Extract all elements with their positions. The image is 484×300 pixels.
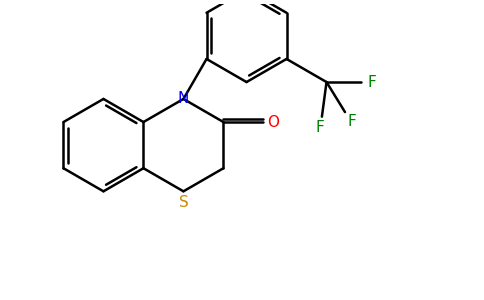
Text: N: N — [178, 92, 189, 106]
Text: F: F — [348, 114, 357, 129]
Text: F: F — [315, 120, 324, 135]
Text: F: F — [367, 75, 376, 90]
Text: S: S — [179, 194, 188, 209]
Text: O: O — [267, 115, 279, 130]
